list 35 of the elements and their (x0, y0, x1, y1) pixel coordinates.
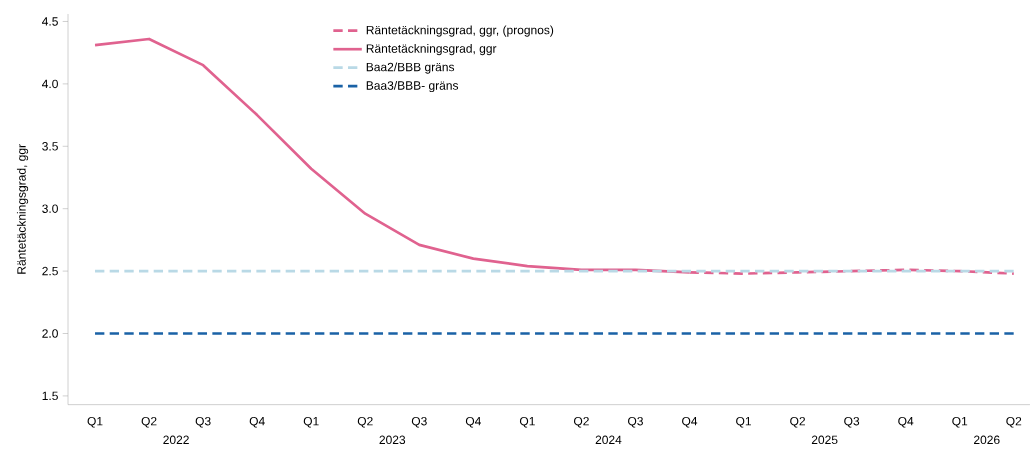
x-tick-label: Q4 (465, 416, 481, 428)
y-tick-label: 4.0 (42, 79, 58, 89)
x-tick-label: Q2 (573, 416, 589, 428)
legend-label: Räntetäckningsgrad, ggr, (prognos) (366, 25, 554, 37)
x-tick-label: Q3 (844, 416, 860, 428)
x-tick-label: Q2 (1006, 416, 1022, 428)
x-tick-label: Q1 (87, 416, 103, 428)
legend-label: Räntetäckningsgrad, ggr (366, 43, 497, 56)
x-tick-label: Q1 (519, 416, 535, 428)
legend-label: Baa2/BBB gräns (366, 62, 455, 74)
x-tick-label: Q2 (141, 416, 157, 428)
x-tick-label: Q2 (790, 416, 805, 428)
x-tick-label: Q1 (952, 416, 968, 428)
x-tick-label: Q3 (411, 416, 427, 428)
x-tick-label: Q3 (628, 416, 643, 428)
y-axis-title: Räntetäckningsgrad, ggr (16, 144, 29, 274)
y-tick-label: 1.5 (42, 391, 58, 401)
y-tick-label: 3.0 (42, 204, 58, 213)
x-tick-label: Q1 (736, 416, 751, 428)
x-tick-label: Q4 (682, 416, 698, 428)
y-tick-label: 3.5 (42, 142, 58, 151)
y-tick-label: 2.0 (42, 329, 58, 338)
y-tick-label: 2.5 (42, 266, 58, 276)
text: 2022 (163, 435, 189, 445)
x-tick-label: Q3 (195, 416, 211, 428)
legend-label: Baa3/BBB- gräns (366, 80, 459, 93)
text: 2024 (595, 435, 622, 445)
x-tick-label: Q1 (303, 416, 319, 428)
text: 2023 (379, 435, 406, 445)
text: 2025 (811, 435, 838, 445)
text: 2026 (974, 435, 1000, 445)
x-tick-label: Q4 (898, 416, 914, 428)
x-tick-label: Q2 (357, 416, 373, 428)
x-tick-label: Q4 (249, 416, 265, 428)
y-tick-label: 4.5 (42, 17, 58, 26)
